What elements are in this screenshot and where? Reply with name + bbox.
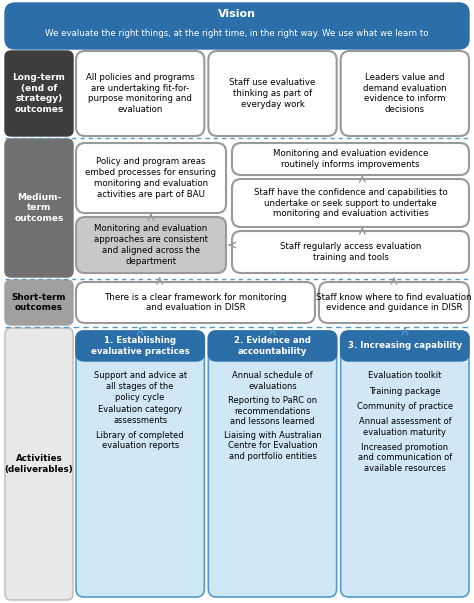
FancyBboxPatch shape bbox=[76, 282, 315, 323]
FancyBboxPatch shape bbox=[76, 143, 226, 213]
FancyBboxPatch shape bbox=[5, 280, 73, 325]
Text: 3. Increasing capability: 3. Increasing capability bbox=[348, 341, 462, 350]
Text: Monitoring and evaluation
approaches are consistent
and aligned across the
depar: Monitoring and evaluation approaches are… bbox=[94, 224, 208, 266]
FancyBboxPatch shape bbox=[232, 231, 469, 273]
Text: Support and advice at
all stages of the
policy cycle: Support and advice at all stages of the … bbox=[93, 371, 187, 402]
Text: Short-term
outcomes: Short-term outcomes bbox=[12, 292, 66, 312]
FancyBboxPatch shape bbox=[209, 51, 337, 136]
FancyBboxPatch shape bbox=[232, 143, 469, 175]
FancyBboxPatch shape bbox=[341, 331, 469, 597]
Text: Evaluation category
assessments: Evaluation category assessments bbox=[98, 405, 182, 425]
FancyBboxPatch shape bbox=[5, 3, 469, 49]
FancyBboxPatch shape bbox=[209, 331, 337, 361]
Text: There is a clear framework for monitoring
and evaluation in DISR: There is a clear framework for monitorin… bbox=[104, 292, 287, 312]
FancyBboxPatch shape bbox=[209, 331, 337, 597]
Text: Vision: Vision bbox=[218, 9, 256, 19]
Text: Training package: Training package bbox=[369, 387, 441, 396]
Text: Staff know where to find evaluation
evidence and guidance in DISR: Staff know where to find evaluation evid… bbox=[316, 292, 472, 312]
Text: Medium-
term
outcomes: Medium- term outcomes bbox=[14, 193, 64, 223]
FancyBboxPatch shape bbox=[76, 331, 204, 597]
FancyBboxPatch shape bbox=[341, 331, 469, 361]
Text: 1. Establishing
evaluative practices: 1. Establishing evaluative practices bbox=[91, 336, 190, 356]
Text: Liaising with Australian
Centre for Evaluation
and portfolio entities: Liaising with Australian Centre for Eval… bbox=[224, 431, 321, 461]
FancyBboxPatch shape bbox=[5, 139, 73, 277]
Text: All policies and programs
are undertaking fit-for-
purpose monitoring and
evalua: All policies and programs are undertakin… bbox=[86, 73, 194, 114]
Text: Annual schedule of
evaluations: Annual schedule of evaluations bbox=[232, 371, 313, 391]
Text: Activities
(deliverables): Activities (deliverables) bbox=[5, 454, 73, 474]
Text: Reporting to PaRC on
recommendations
and lessons learned: Reporting to PaRC on recommendations and… bbox=[228, 396, 317, 426]
Text: Leaders value and
demand evaluation
evidence to inform
decisions: Leaders value and demand evaluation evid… bbox=[363, 73, 447, 114]
Text: Policy and program areas
embed processes for ensuring
monitoring and evaluation
: Policy and program areas embed processes… bbox=[85, 157, 217, 198]
FancyBboxPatch shape bbox=[232, 179, 469, 227]
FancyBboxPatch shape bbox=[319, 282, 469, 323]
Text: Monitoring and evaluation evidence
routinely informs improvements: Monitoring and evaluation evidence routi… bbox=[273, 149, 428, 169]
Text: Increased promotion
and communication of
available resources: Increased promotion and communication of… bbox=[358, 443, 452, 473]
FancyBboxPatch shape bbox=[76, 331, 204, 361]
Text: Library of completed
evaluation reports: Library of completed evaluation reports bbox=[96, 431, 184, 450]
Text: Long-term
(end of
strategy)
outcomes: Long-term (end of strategy) outcomes bbox=[13, 73, 65, 114]
FancyBboxPatch shape bbox=[5, 51, 73, 136]
Text: Staff use evaluative
thinking as part of
everyday work: Staff use evaluative thinking as part of… bbox=[229, 78, 316, 109]
Text: 2. Evidence and
accountability: 2. Evidence and accountability bbox=[234, 336, 311, 356]
FancyBboxPatch shape bbox=[341, 51, 469, 136]
Text: Staff have the confidence and capabilities to
undertake or seek support to under: Staff have the confidence and capabiliti… bbox=[254, 188, 447, 218]
Text: We evaluate the right things, at the right time, in the right way. We use what w: We evaluate the right things, at the rig… bbox=[45, 30, 429, 39]
Text: Staff regularly access evaluation
training and tools: Staff regularly access evaluation traini… bbox=[280, 242, 421, 262]
Text: Annual assessment of
evaluation maturity: Annual assessment of evaluation maturity bbox=[358, 417, 451, 437]
FancyBboxPatch shape bbox=[76, 217, 226, 273]
FancyBboxPatch shape bbox=[5, 328, 73, 600]
Text: Community of practice: Community of practice bbox=[357, 402, 453, 411]
FancyBboxPatch shape bbox=[76, 51, 204, 136]
Text: Evaluation toolkit: Evaluation toolkit bbox=[368, 371, 441, 380]
